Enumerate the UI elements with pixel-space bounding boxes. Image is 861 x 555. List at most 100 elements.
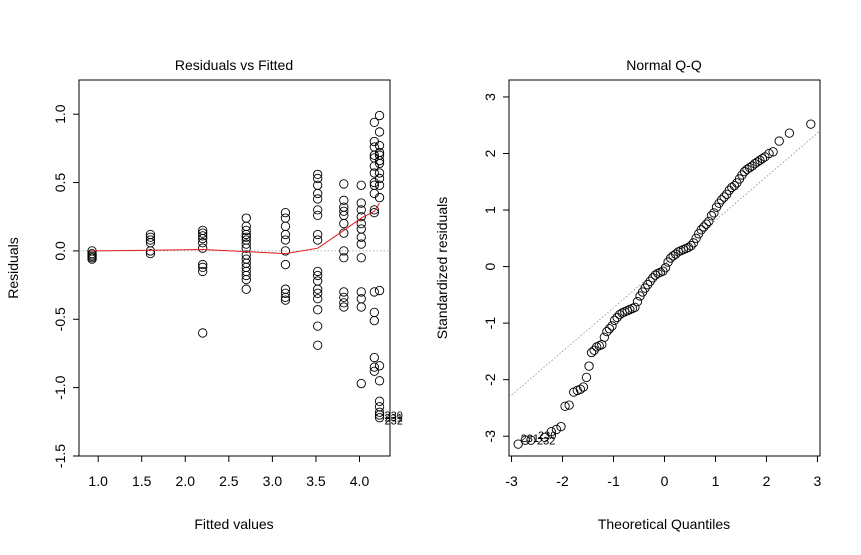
data-point <box>241 243 251 253</box>
data-point <box>280 295 291 305</box>
data-point <box>599 332 609 342</box>
outlier-label: 232 <box>537 436 555 448</box>
right-y-axis: -3 -2 -1 0 1 2 3 <box>482 93 510 443</box>
data-point <box>198 231 208 241</box>
data-point <box>374 168 385 178</box>
data-point <box>356 302 366 312</box>
data-point <box>339 292 349 303</box>
y-tick-label: 2 <box>482 149 498 157</box>
data-point <box>369 366 379 376</box>
data-point <box>356 287 366 297</box>
data-point <box>564 400 574 410</box>
data-point <box>339 287 349 297</box>
data-point <box>643 280 653 290</box>
data-point <box>374 396 385 406</box>
data-point <box>145 248 156 259</box>
data-point <box>280 235 291 245</box>
data-point <box>339 179 349 189</box>
data-point <box>356 253 366 263</box>
data-point <box>374 180 385 190</box>
data-point <box>671 249 681 259</box>
y-tick-label: 1.0 <box>52 104 68 124</box>
data-point <box>742 164 752 174</box>
residuals-vs-fitted-panel: Residuals vs Fitted Fitted values Residu… <box>5 57 403 532</box>
data-point <box>764 148 774 159</box>
data-point <box>701 219 711 229</box>
outlier-label: 230 <box>385 410 403 422</box>
data-point <box>356 378 366 389</box>
data-point <box>575 384 586 394</box>
y-tick-label: -3 <box>482 430 498 443</box>
data-point <box>339 195 349 205</box>
data-point <box>356 224 366 234</box>
data-point <box>551 424 562 435</box>
right-x-axis: -3 -2 -1 0 1 2 3 <box>505 455 822 489</box>
data-point <box>699 222 709 232</box>
data-point <box>339 298 349 308</box>
data-point <box>374 156 385 166</box>
left-smooth-line-group <box>92 202 380 255</box>
x-tick-label: -1 <box>607 473 620 489</box>
x-tick-label: 3.5 <box>306 473 326 489</box>
data-point <box>280 229 291 240</box>
data-point <box>356 198 366 208</box>
data-point <box>356 212 366 222</box>
data-point <box>339 302 349 312</box>
data-point <box>369 207 379 218</box>
data-point <box>632 296 643 307</box>
x-tick-label: 2.0 <box>176 473 196 489</box>
data-point <box>729 181 739 191</box>
data-point <box>313 340 323 350</box>
data-point <box>241 225 251 236</box>
y-tick-label: 0 <box>482 262 498 270</box>
data-point <box>313 276 323 286</box>
data-point <box>339 206 349 216</box>
data-point <box>546 427 556 437</box>
y-tick-label: -1.5 <box>52 444 68 468</box>
data-point <box>313 235 323 245</box>
data-point <box>513 439 523 449</box>
data-point <box>686 241 696 251</box>
data-point <box>645 276 655 286</box>
data-point <box>313 210 323 221</box>
data-point <box>313 229 323 240</box>
data-point <box>737 170 747 180</box>
data-point <box>313 284 323 294</box>
data-point <box>604 324 615 334</box>
data-point <box>714 198 724 208</box>
data-point <box>198 328 208 338</box>
left-x-axis: 1.0 1.5 2.0 2.5 3.0 3.5 4.0 <box>88 455 369 489</box>
data-point <box>374 110 385 121</box>
outlier-label: 231 <box>385 413 403 425</box>
data-point <box>750 159 760 169</box>
data-point <box>198 228 208 238</box>
data-point <box>369 205 379 215</box>
data-point <box>198 262 208 272</box>
data-point <box>356 218 366 229</box>
data-point <box>374 158 385 169</box>
x-tick-label: 2 <box>763 473 771 489</box>
x-tick-label: 2.5 <box>219 473 239 489</box>
data-point <box>768 147 778 157</box>
data-point <box>198 259 208 270</box>
right-chart-title: Normal Q-Q <box>626 57 702 73</box>
outlier-label: 231 <box>521 433 539 445</box>
data-point <box>614 309 625 320</box>
data-point <box>313 194 323 204</box>
lowess-smooth-line <box>92 202 380 255</box>
y-tick-label: -1.0 <box>52 375 68 399</box>
data-point <box>374 127 385 137</box>
y-tick-label: 1 <box>482 206 498 214</box>
data-point <box>313 294 323 304</box>
x-tick-label: 1.0 <box>88 473 108 489</box>
data-point <box>691 233 701 243</box>
data-point <box>609 315 620 325</box>
data-point <box>602 326 612 337</box>
x-tick-label: -2 <box>556 473 569 489</box>
data-point <box>719 192 729 202</box>
y-tick-label: -2 <box>482 373 498 386</box>
data-point <box>683 242 694 253</box>
data-point <box>369 142 379 152</box>
